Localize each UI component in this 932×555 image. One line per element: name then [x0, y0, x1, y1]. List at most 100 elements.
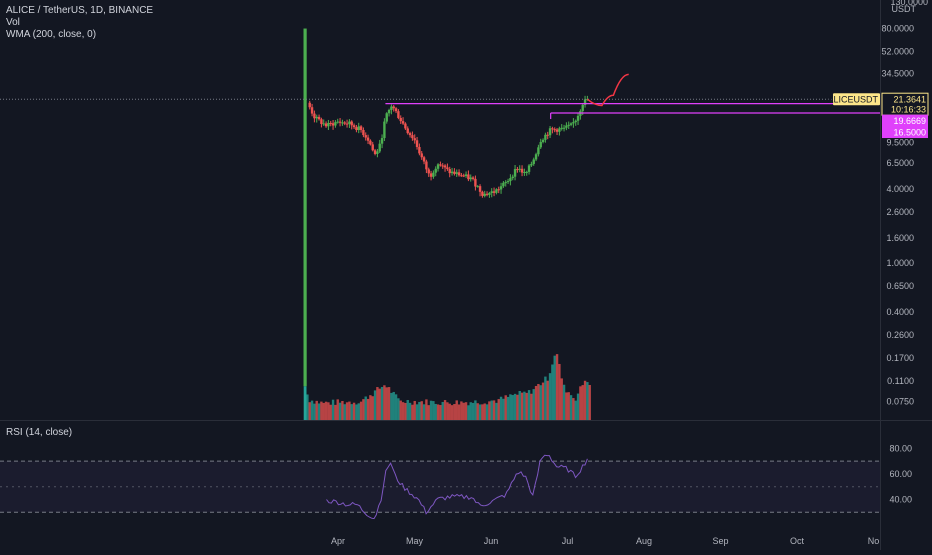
candle-body: [462, 175, 465, 177]
volume-bar: [422, 404, 426, 420]
candle-body: [352, 125, 356, 128]
candle-body: [392, 106, 395, 109]
candle-body: [523, 172, 526, 174]
candle-body: [530, 163, 533, 166]
volume-bar: [394, 394, 398, 420]
price-tick-label: 0.4000: [886, 307, 914, 317]
candle-body: [397, 111, 400, 118]
candle-body: [348, 121, 351, 125]
candle-body: [320, 119, 323, 124]
candle-body: [525, 171, 528, 173]
volume-bar: [313, 403, 316, 420]
candle-body: [404, 123, 407, 129]
price-tick-label: 0.1700: [886, 353, 914, 363]
volume-bar: [369, 395, 372, 420]
volume-bar: [567, 392, 570, 420]
candle-body: [383, 121, 386, 139]
candle-body: [313, 113, 316, 119]
volume-bar: [378, 388, 381, 420]
candle-body: [448, 169, 451, 174]
volume-bar: [588, 384, 591, 420]
candle-body: [450, 171, 454, 174]
candle-body: [380, 138, 384, 144]
rsi-line: [326, 454, 588, 520]
time-axis-label: Oct: [790, 536, 805, 546]
candle-body: [362, 130, 365, 136]
volume-bar: [343, 404, 346, 420]
candle-body: [490, 191, 493, 194]
price-tick-label: 0.6500: [886, 281, 914, 291]
volume-bar: [539, 385, 542, 420]
volume-bar: [392, 391, 395, 420]
candle-body: [418, 146, 421, 154]
volume-bar: [341, 400, 344, 420]
candle-body: [532, 159, 535, 164]
volume-bar: [350, 404, 353, 420]
level-high-tag-label: 19.6669: [893, 116, 926, 126]
candle-body: [401, 121, 405, 124]
candle-body: [457, 172, 461, 176]
countdown-tag-label: 10:16:33: [891, 105, 926, 115]
quote-currency-label: USDT: [892, 4, 917, 14]
candle-body: [483, 193, 486, 196]
volume-bar: [530, 393, 533, 420]
rsi-tick-label: 60.00: [889, 469, 912, 479]
volume-bar: [432, 401, 435, 420]
price-tick-label: 1.6000: [886, 233, 914, 243]
volume-bar: [404, 402, 407, 420]
volume-bar: [457, 404, 461, 420]
price-tick-label: 2.6000: [886, 207, 914, 217]
candle-body: [555, 129, 559, 132]
volume-bar: [516, 394, 519, 420]
price-tick-label: 9.5000: [886, 138, 914, 148]
candle-body: [390, 106, 393, 111]
volume-bar: [490, 400, 493, 420]
candle-body: [511, 176, 514, 179]
candle-body: [432, 172, 435, 177]
candle-body: [455, 172, 458, 174]
time-axis-label: Sep: [712, 536, 728, 546]
candle-body: [429, 173, 433, 177]
candle-body: [546, 134, 549, 136]
candle-body: [506, 181, 510, 183]
wma-legend: WMA (200, close, 0): [6, 29, 97, 40]
volume-bar: [579, 386, 582, 420]
time-axis-label: No: [868, 536, 880, 546]
candle-body: [544, 134, 547, 140]
candle-body: [373, 150, 377, 154]
candle-body: [581, 104, 584, 111]
candle-body: [499, 186, 503, 190]
volume-bar: [387, 387, 391, 420]
volume-bar: [448, 403, 451, 420]
volume-bar: [362, 399, 365, 420]
volume-bar: [446, 402, 449, 420]
level-low-tag-label: 16.5000: [893, 128, 926, 138]
volume-bar: [485, 404, 489, 420]
volume-bar: [504, 395, 507, 420]
candle-body: [527, 165, 531, 172]
volume-bar: [399, 400, 402, 420]
price-tick-label: 0.2600: [886, 330, 914, 340]
rsi-tick-label: 40.00: [889, 494, 912, 504]
candle-body: [541, 139, 545, 142]
volume-bar: [551, 364, 554, 420]
volume-bar: [544, 376, 547, 420]
candle-body: [422, 157, 426, 162]
volume-bar: [355, 404, 358, 420]
price-tick-label: 0.1100: [887, 376, 914, 386]
candle-body: [441, 165, 444, 167]
volume-bar: [427, 405, 430, 420]
volume-bar: [334, 404, 337, 420]
candle-body: [343, 122, 346, 124]
volume-bar: [572, 398, 575, 420]
candle-series: [308, 95, 589, 198]
candle-body: [366, 137, 370, 141]
candle-body: [569, 123, 573, 125]
volume-bar: [534, 385, 538, 420]
volume-series: [306, 354, 591, 420]
volume-bar: [418, 401, 421, 420]
candle-body: [464, 174, 468, 176]
candle-body: [488, 193, 491, 195]
